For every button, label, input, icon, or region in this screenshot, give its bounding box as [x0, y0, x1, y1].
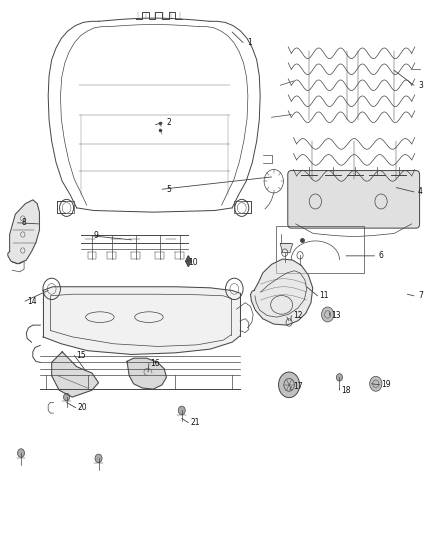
Bar: [276, 226, 364, 273]
Text: 8: 8: [22, 219, 26, 227]
Text: 18: 18: [341, 386, 351, 394]
FancyBboxPatch shape: [288, 171, 420, 228]
Text: 12: 12: [293, 311, 303, 320]
Polygon shape: [52, 352, 99, 397]
Polygon shape: [43, 287, 240, 354]
Circle shape: [178, 406, 185, 415]
Text: 5: 5: [166, 185, 171, 193]
Text: 9: 9: [94, 231, 99, 240]
Polygon shape: [280, 244, 293, 253]
Text: 1: 1: [247, 38, 252, 47]
Text: 3: 3: [418, 81, 423, 90]
Circle shape: [18, 449, 25, 457]
Text: 15: 15: [76, 351, 86, 360]
Text: 4: 4: [418, 188, 423, 196]
Text: 21: 21: [190, 418, 200, 427]
Text: 10: 10: [188, 258, 198, 266]
Polygon shape: [251, 259, 313, 325]
Text: 20: 20: [78, 403, 87, 412]
Circle shape: [370, 376, 382, 391]
Polygon shape: [8, 200, 39, 264]
Text: 16: 16: [151, 359, 160, 368]
Text: 7: 7: [418, 292, 423, 300]
Text: 13: 13: [332, 311, 341, 320]
Circle shape: [321, 307, 334, 322]
Circle shape: [336, 374, 343, 381]
Text: 6: 6: [378, 252, 384, 260]
Circle shape: [95, 454, 102, 463]
Text: 17: 17: [293, 382, 303, 391]
Text: 2: 2: [166, 118, 171, 127]
Circle shape: [64, 393, 70, 401]
Polygon shape: [127, 358, 166, 389]
Circle shape: [279, 372, 300, 398]
Text: 14: 14: [27, 297, 36, 305]
Text: 11: 11: [319, 292, 329, 300]
Polygon shape: [186, 256, 191, 266]
Text: 19: 19: [381, 381, 391, 389]
